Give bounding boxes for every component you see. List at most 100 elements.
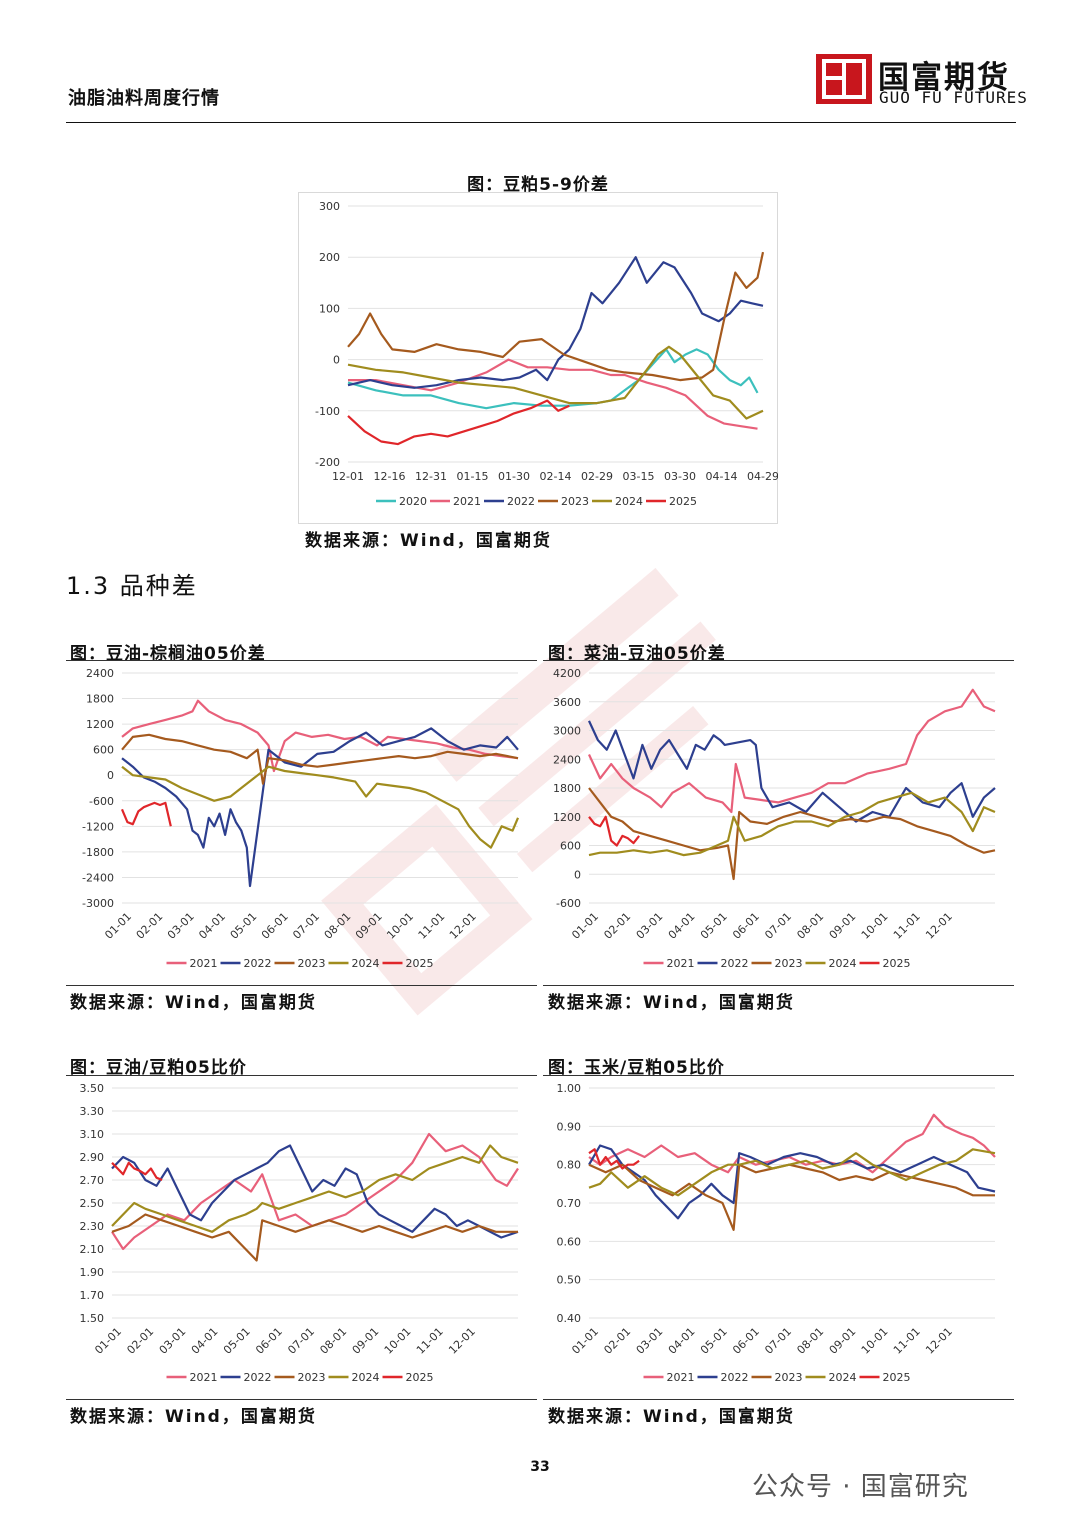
x-tick-label: 02-01 — [601, 910, 633, 942]
legend-label: 2024 — [829, 957, 857, 970]
chart-bottom-rule — [543, 1399, 1014, 1400]
series-line-2023 — [588, 787, 996, 881]
x-tick-label: 08-01 — [322, 910, 354, 942]
chart-title: 图：豆油-棕榈油05价差 — [70, 644, 266, 664]
series-line-2022 — [588, 1144, 996, 1220]
x-tick-label: 12-16 — [374, 470, 406, 483]
x-tick-label: 12-01 — [923, 910, 955, 942]
series-line-2024 — [111, 1144, 519, 1233]
chart-bottom-rule — [543, 985, 1014, 986]
y-tick-label: -3000 — [82, 897, 114, 910]
x-tick-label: 12-31 — [415, 470, 447, 483]
y-tick-label: 0.90 — [557, 1120, 582, 1133]
series-line-2020 — [347, 348, 759, 410]
y-tick-label: 2.90 — [80, 1151, 105, 1164]
chart-source: 数据来源：Wind，国富期货 — [70, 993, 317, 1013]
x-tick-label: 06-01 — [730, 1325, 762, 1357]
x-tick-label: 11-01 — [891, 1325, 923, 1357]
x-tick-label: 03-01 — [634, 1325, 666, 1357]
x-tick-label: 06-01 — [259, 910, 291, 942]
section-title: 1.3 品种差 — [66, 572, 198, 600]
series-line-2022 — [588, 720, 996, 823]
y-tick-label: 1200 — [86, 718, 114, 731]
y-tick-label: 300 — [319, 200, 340, 213]
x-tick-label: 02-29 — [581, 470, 613, 483]
y-tick-label: 3.50 — [80, 1082, 105, 1095]
series-line-2023 — [111, 1213, 518, 1262]
x-tick-label: 10-01 — [382, 1325, 414, 1357]
legend-label: 2023 — [298, 1371, 326, 1384]
x-tick-label: 12-01 — [446, 1325, 478, 1357]
chart-source: 数据来源：Wind，国富期货 — [548, 1407, 795, 1427]
x-tick-label: 09-01 — [827, 1325, 859, 1357]
y-tick-label: 0.80 — [557, 1159, 582, 1172]
x-tick-label: 12-01 — [447, 910, 479, 942]
chart-top-rule — [66, 1075, 537, 1076]
chart-frame — [298, 192, 778, 524]
x-tick-label: 03-01 — [165, 910, 197, 942]
x-tick-label: 06-01 — [253, 1325, 285, 1357]
y-tick-label: 1800 — [86, 693, 114, 706]
series-line-2024 — [588, 791, 996, 857]
x-tick-label: 03-30 — [664, 470, 696, 483]
x-tick-label: 10-01 — [859, 1325, 891, 1357]
y-tick-label: 0.40 — [557, 1312, 582, 1325]
y-tick-label: -1200 — [82, 820, 114, 833]
series-line-2025 — [120, 801, 172, 827]
series-line-2024 — [347, 345, 764, 420]
y-tick-label: 3600 — [553, 696, 581, 709]
chart-top-rule — [543, 1075, 1014, 1076]
x-tick-label: 05-01 — [221, 1325, 253, 1357]
series-line-2022 — [111, 1144, 519, 1239]
y-tick-label: 0.60 — [557, 1235, 582, 1248]
legend-label: 2020 — [399, 495, 427, 508]
y-tick-label: 600 — [560, 840, 581, 853]
x-tick-label: 01-15 — [457, 470, 489, 483]
chart-source: 数据来源：Wind，国富期货 — [548, 993, 795, 1013]
chart-source: 数据来源：Wind，国富期货 — [70, 1407, 317, 1427]
report-header-title: 油脂油料周度行情 — [68, 88, 220, 109]
series-line-2021 — [111, 1132, 519, 1251]
y-tick-label: 1200 — [553, 811, 581, 824]
x-tick-label: 09-01 — [350, 1325, 382, 1357]
legend-label: 2025 — [883, 1371, 911, 1384]
x-tick-label: 03-01 — [634, 910, 666, 942]
series-line-2021 — [588, 688, 996, 814]
x-tick-label: 09-01 — [353, 910, 385, 942]
x-tick-label: 12-01 — [332, 470, 364, 483]
x-tick-label: 01-01 — [102, 910, 134, 942]
x-tick-label: 05-01 — [698, 910, 730, 942]
legend-label: 2022 — [721, 957, 749, 970]
series-line-2021 — [121, 699, 519, 773]
header-divider — [66, 122, 1016, 123]
y-tick-label: -600 — [556, 897, 581, 910]
series-line-2021 — [348, 358, 758, 430]
y-tick-label: 0 — [107, 769, 114, 782]
y-tick-label: 1800 — [553, 782, 581, 795]
series-line-2025 — [588, 815, 640, 847]
chart-title: 图：豆油/豆粕05比价 — [70, 1058, 247, 1078]
x-tick-label: 11-01 — [416, 910, 448, 942]
x-tick-label: 04-01 — [666, 1325, 698, 1357]
legend-label: 2025 — [406, 957, 434, 970]
legend-label: 2025 — [883, 957, 911, 970]
y-tick-label: 100 — [319, 302, 340, 315]
y-tick-label: -200 — [315, 456, 340, 469]
x-tick-label: 02-01 — [601, 1325, 633, 1357]
legend-label: 2023 — [298, 957, 326, 970]
page-number: 33 — [530, 1459, 550, 1475]
x-tick-label: 11-01 — [414, 1325, 446, 1357]
x-tick-label: 03-15 — [623, 470, 655, 483]
legend-label: 2021 — [190, 1371, 218, 1384]
x-tick-label: 07-01 — [285, 1325, 317, 1357]
chart-top-rule — [543, 660, 1014, 661]
y-tick-label: 0.70 — [557, 1197, 582, 1210]
legend-label: 2024 — [352, 957, 380, 970]
chart-title: 图：豆粕5-9价差 — [467, 175, 609, 195]
x-tick-label: 07-01 — [762, 910, 794, 942]
legend-label: 2022 — [244, 1371, 272, 1384]
x-tick-label: 09-01 — [827, 910, 859, 942]
chart-title: 图：玉米/豆粕05比价 — [548, 1058, 725, 1078]
series-line-2022 — [347, 256, 764, 389]
legend-label: 2022 — [721, 1371, 749, 1384]
